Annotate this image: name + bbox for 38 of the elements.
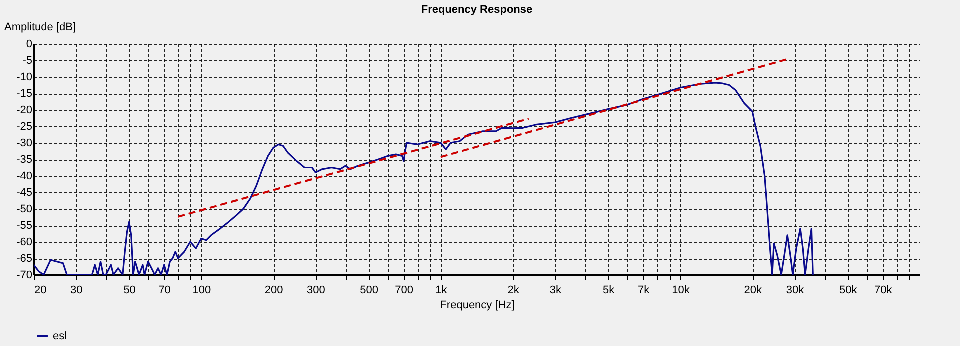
x-tick-label: 3k xyxy=(550,284,562,296)
y-tick-label: -70 xyxy=(16,270,32,282)
x-tick-label: 1k xyxy=(436,284,448,296)
y-tick-label: -55 xyxy=(16,220,32,232)
x-tick-label: 70k xyxy=(874,284,893,296)
x-tick-label: 50k xyxy=(840,284,858,296)
x-tick-label: 200 xyxy=(264,284,284,296)
x-tick-label: 5k xyxy=(603,284,616,296)
legend-label: esl xyxy=(53,330,68,342)
x-tick-label: 700 xyxy=(395,284,414,296)
y-tick-label: -15 xyxy=(16,88,32,100)
x-tick-label: 50 xyxy=(124,284,136,296)
y-tick-label: -40 xyxy=(16,170,32,182)
x-tick-label: 7k xyxy=(638,284,650,296)
y-tick-label: -20 xyxy=(16,104,32,116)
y-tick-label: -5 xyxy=(22,55,32,67)
x-tick-label: 10k xyxy=(672,284,690,296)
x-tick-label: 30 xyxy=(70,284,83,296)
y-tick-label: -60 xyxy=(16,236,32,248)
x-tick-label: 20k xyxy=(744,284,762,296)
x-tick-label: 70 xyxy=(158,284,171,296)
x-tick-label: 300 xyxy=(307,284,326,296)
x-tick-label: 500 xyxy=(360,284,379,296)
x-tick-label: 2k xyxy=(508,284,520,296)
x-tick-label: 100 xyxy=(192,284,212,296)
y-tick-label: -65 xyxy=(16,253,32,265)
y-axis-title: Amplitude [dB] xyxy=(4,22,76,34)
y-tick-label: -10 xyxy=(16,72,32,84)
x-tick-label: 20 xyxy=(34,284,47,296)
x-tick-label: 30k xyxy=(786,284,805,296)
y-tick-label: -35 xyxy=(16,154,32,166)
y-tick-label: -25 xyxy=(16,121,32,133)
y-tick-label: -50 xyxy=(16,204,32,216)
y-tick-label: -30 xyxy=(16,138,32,150)
chart-title: Frequency Response xyxy=(421,4,533,16)
y-tick-label: 0 xyxy=(26,38,32,50)
x-axis-title: Frequency [Hz] xyxy=(440,300,515,312)
y-tick-label: -45 xyxy=(16,187,32,199)
